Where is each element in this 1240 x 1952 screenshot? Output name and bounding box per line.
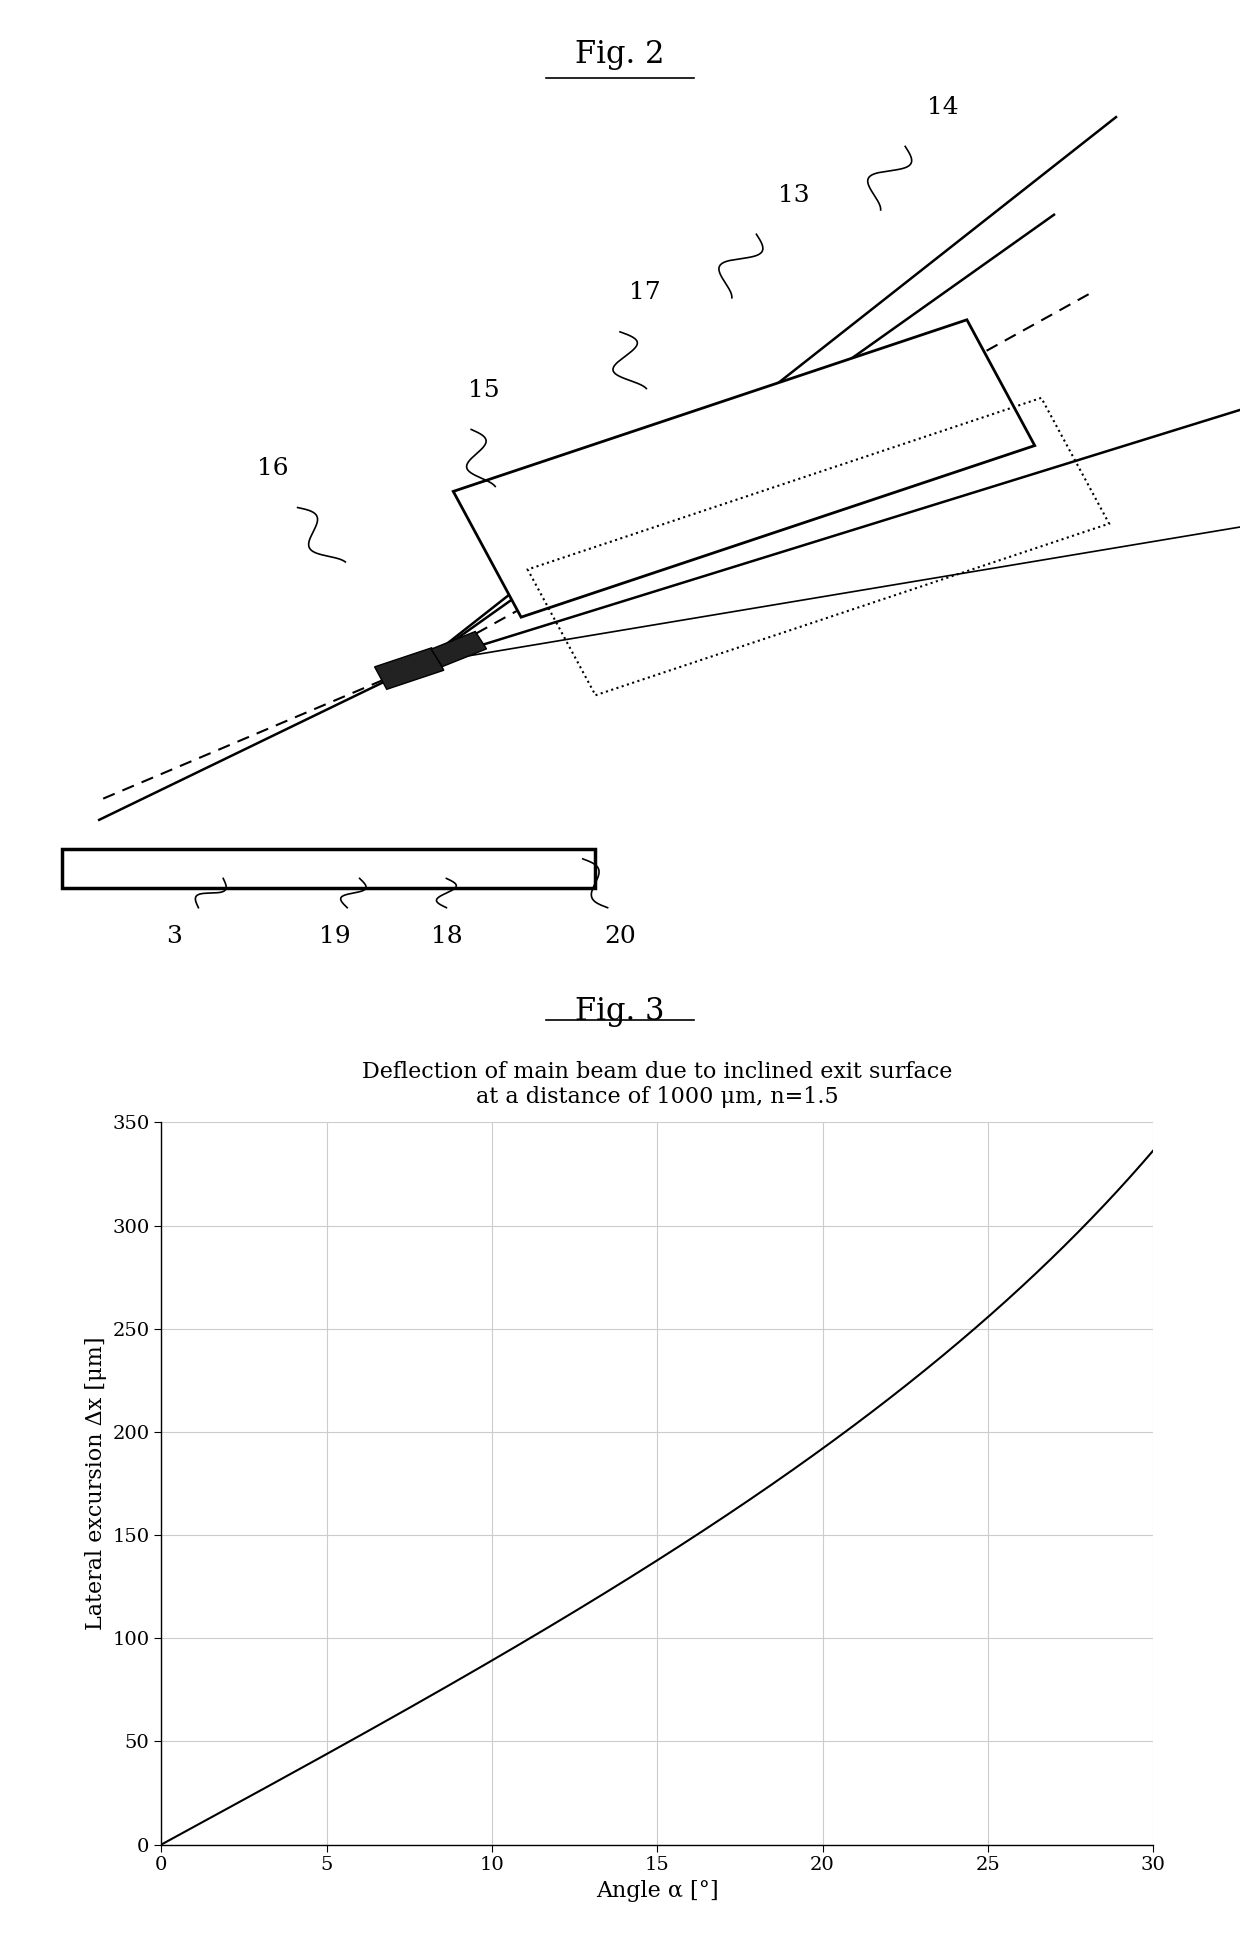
Polygon shape	[454, 320, 1034, 617]
Text: 19: 19	[319, 925, 351, 949]
Text: 15: 15	[467, 379, 500, 402]
Text: 18: 18	[430, 925, 463, 949]
X-axis label: Angle α [°]: Angle α [°]	[596, 1880, 718, 1901]
Text: 13: 13	[777, 183, 810, 207]
Bar	[62, 849, 595, 888]
Polygon shape	[432, 632, 486, 666]
Polygon shape	[374, 648, 444, 689]
Text: 3: 3	[166, 925, 181, 949]
Text: 14: 14	[926, 96, 959, 119]
Title: Deflection of main beam due to inclined exit surface
at a distance of 1000 μm, n: Deflection of main beam due to inclined …	[362, 1060, 952, 1109]
Y-axis label: Lateral excursion Δx [μm]: Lateral excursion Δx [μm]	[84, 1337, 107, 1630]
Text: 16: 16	[257, 457, 289, 480]
Text: 17: 17	[629, 281, 661, 305]
Text: 20: 20	[604, 925, 636, 949]
Text: Fig. 3: Fig. 3	[575, 996, 665, 1027]
Text: Fig. 2: Fig. 2	[575, 39, 665, 70]
